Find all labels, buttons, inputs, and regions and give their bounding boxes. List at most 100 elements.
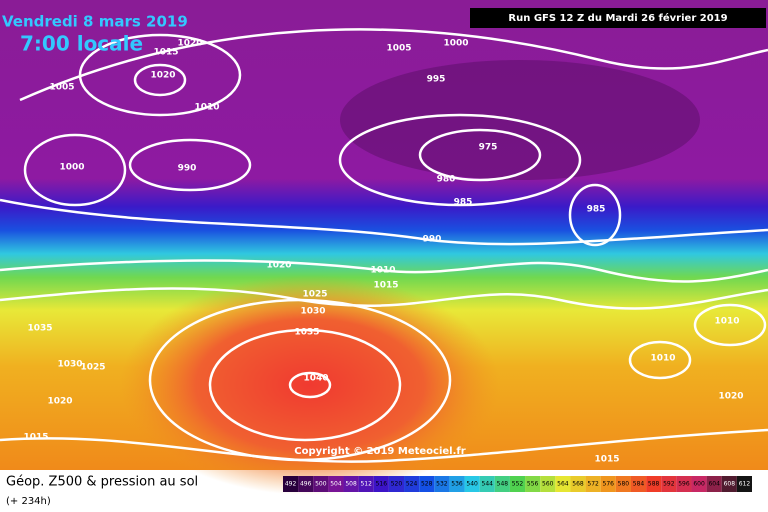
scale-swatch bbox=[479, 476, 495, 492]
scale-label: 612 bbox=[739, 481, 751, 488]
run-box bbox=[470, 8, 766, 28]
subtitle: 7:00 locale bbox=[20, 32, 143, 56]
isobar-label: 1020 bbox=[718, 392, 743, 402]
isobar-label: 1015 bbox=[23, 433, 48, 443]
isobar-label: 1010 bbox=[370, 266, 395, 276]
isobar-label: 1035 bbox=[27, 324, 52, 334]
isobar-label: 1010 bbox=[650, 354, 675, 364]
scale-label: 580 bbox=[618, 481, 630, 488]
isobar-label: 990 bbox=[178, 164, 197, 174]
scale-swatch bbox=[283, 476, 299, 492]
scale-label: 572 bbox=[587, 481, 599, 488]
scale-label: 524 bbox=[406, 481, 418, 488]
scale-label: 536 bbox=[451, 481, 463, 488]
color-scale: 492 496 500 504 508 512 516 520 524 528 532 536 540 5… bbox=[283, 476, 752, 492]
scale-label: 516 bbox=[376, 481, 388, 488]
isobar-label: 1010 bbox=[714, 317, 739, 327]
scale-swatch bbox=[525, 476, 541, 492]
scale-label: 532 bbox=[436, 481, 448, 488]
scale-swatch bbox=[736, 476, 752, 492]
isobar-label: 1020 bbox=[150, 71, 175, 81]
run-label: Run GFS 12 Z du Mardi 26 février 2019 bbox=[508, 12, 727, 24]
isobar-label: 1035 bbox=[294, 328, 319, 338]
scale-label: 548 bbox=[497, 481, 509, 488]
isobar-label: 1005 bbox=[386, 44, 411, 54]
isobar-label: 1005 bbox=[49, 83, 74, 93]
copyright: Copyright © 2019 Meteociel.fr bbox=[294, 446, 465, 457]
footer-title: Géop. Z500 & pression au sol bbox=[6, 475, 198, 490]
scale-label: 508 bbox=[345, 481, 357, 488]
scale-swatch bbox=[358, 476, 374, 492]
isobars bbox=[0, 28, 768, 463]
scale-label: 500 bbox=[315, 481, 327, 488]
scale-label: 560 bbox=[542, 481, 554, 488]
scale-swatch bbox=[434, 476, 450, 492]
scale-label: 520 bbox=[391, 481, 403, 488]
scale-label: 496 bbox=[300, 481, 312, 488]
scale-label: 552 bbox=[512, 481, 524, 488]
scale-label: 564 bbox=[557, 481, 569, 488]
scale-swatch bbox=[676, 476, 692, 492]
scale-swatch bbox=[540, 476, 556, 492]
scale-label: 540 bbox=[466, 481, 478, 488]
scale-label: 596 bbox=[678, 481, 690, 488]
scale-label: 544 bbox=[482, 481, 494, 488]
isobar-label: 980 bbox=[437, 175, 456, 185]
scale-swatch bbox=[585, 476, 601, 492]
scale-swatch bbox=[373, 476, 389, 492]
scale-swatch bbox=[494, 476, 510, 492]
isobar-label: 1000 bbox=[443, 39, 468, 49]
scale-label: 600 bbox=[693, 481, 705, 488]
scale-swatch bbox=[343, 476, 359, 492]
scale-swatch bbox=[706, 476, 722, 492]
isobar-label: 990 bbox=[423, 235, 442, 245]
scale-swatch bbox=[555, 476, 571, 492]
scale-swatch bbox=[509, 476, 526, 492]
scale-swatch bbox=[661, 476, 677, 492]
scale-label: 588 bbox=[648, 481, 660, 488]
scale-swatch bbox=[404, 476, 420, 492]
isobar-label: 985 bbox=[587, 205, 606, 215]
scale-swatch bbox=[313, 476, 329, 492]
scale-swatch bbox=[388, 476, 405, 492]
scale-label: 528 bbox=[421, 481, 433, 488]
scale-label: 504 bbox=[330, 481, 342, 488]
title: Vendredi 8 mars 2019 bbox=[2, 13, 188, 31]
isobar-label: 1020 bbox=[177, 39, 202, 49]
isobar-label: 985 bbox=[454, 198, 473, 208]
isobar-label: 1025 bbox=[302, 290, 327, 300]
isobar-label: 1000 bbox=[59, 163, 84, 173]
scale-swatch bbox=[630, 476, 647, 492]
isobar-label: 1015 bbox=[594, 455, 619, 465]
isobar-label: 1030 bbox=[57, 360, 82, 370]
scale-swatch bbox=[691, 476, 707, 492]
isobar-label: 1010 bbox=[194, 103, 219, 113]
scale-label: 584 bbox=[633, 481, 645, 488]
footer-lead: (+ 234h) bbox=[6, 496, 51, 507]
scale-swatch bbox=[721, 476, 737, 492]
isobar-label: 975 bbox=[479, 143, 498, 153]
isobar-label: 1030 bbox=[300, 307, 325, 317]
isobar-label: 1020 bbox=[47, 397, 72, 407]
high-pressure bbox=[120, 275, 500, 495]
isobar-label: 1020 bbox=[266, 261, 291, 271]
scale-swatch bbox=[464, 476, 480, 492]
isobar-label: 995 bbox=[427, 75, 446, 85]
isobar-label: 1025 bbox=[80, 363, 105, 373]
scale-label: 608 bbox=[724, 481, 736, 488]
scale-swatch bbox=[328, 476, 344, 492]
scale-label: 568 bbox=[572, 481, 584, 488]
isobar-label: 1015 bbox=[373, 281, 398, 291]
scale-label: 576 bbox=[603, 481, 615, 488]
scale-label: 604 bbox=[708, 481, 720, 488]
scale-swatch bbox=[570, 476, 586, 492]
scale-swatch bbox=[419, 476, 435, 492]
scale-swatch bbox=[600, 476, 616, 492]
scale-label: 556 bbox=[527, 481, 539, 488]
scale-swatch bbox=[646, 476, 662, 492]
scale-swatch bbox=[615, 476, 631, 492]
scale-swatch bbox=[449, 476, 465, 492]
scale-swatch bbox=[298, 476, 314, 492]
